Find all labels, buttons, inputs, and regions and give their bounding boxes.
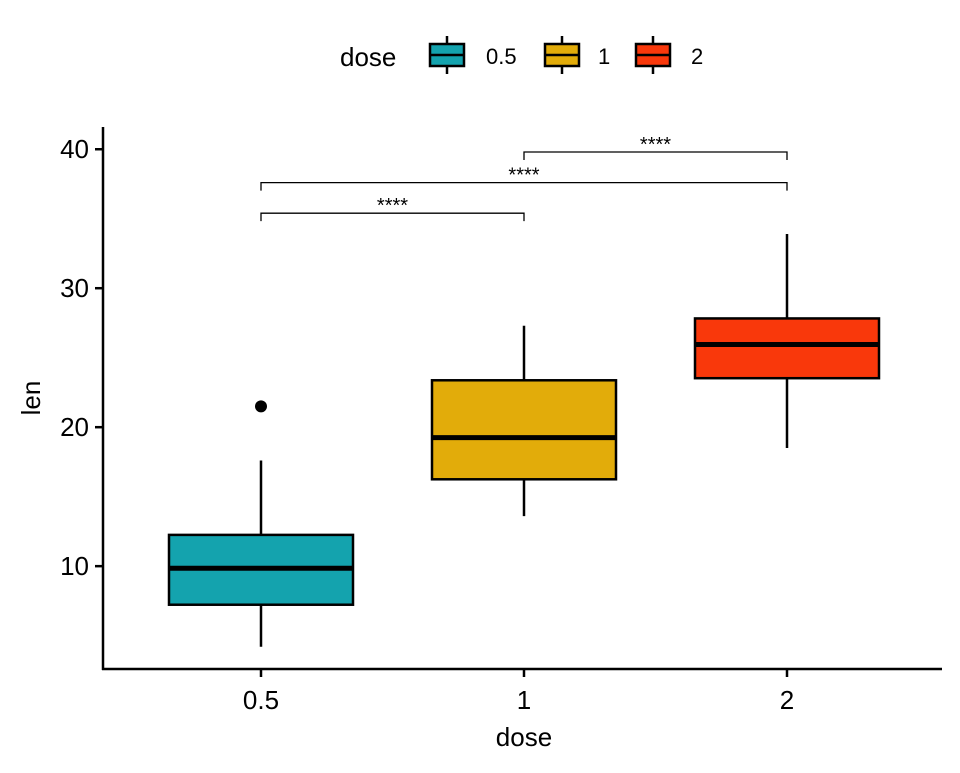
legend: dose 0.5 1 2 — [340, 36, 703, 74]
bracket-line — [523, 151, 788, 161]
y-tick-label: 40 — [60, 134, 89, 164]
y-tick-label: 20 — [60, 412, 89, 442]
y-tick-label: 10 — [60, 551, 89, 581]
significance-label: **** — [508, 165, 539, 187]
legend-label: 0.5 — [486, 44, 517, 69]
significance-label: **** — [640, 134, 671, 156]
significance-label: **** — [377, 195, 408, 217]
legend-item-0.5: 0.5 — [428, 36, 517, 74]
y-axis-label: len — [16, 381, 46, 416]
x-tick-label: 0.5 — [243, 685, 279, 715]
x-axis-label: dose — [496, 722, 552, 752]
legend-item-2: 2 — [634, 36, 703, 74]
y-tick-label: 30 — [60, 273, 89, 303]
significance-bracket: **** — [523, 134, 788, 161]
legend-label: 2 — [691, 44, 703, 69]
legend-title: dose — [340, 42, 396, 72]
significance-bracket: **** — [260, 165, 788, 191]
significance-bracket: **** — [260, 195, 525, 222]
legend-item-1: 1 — [543, 36, 610, 74]
bracket-line — [260, 212, 525, 222]
x-tick-label: 2 — [780, 685, 794, 715]
outlier-point — [255, 400, 267, 413]
box-0.5 — [167, 400, 355, 647]
box-body — [693, 317, 881, 380]
x-tick-label: 1 — [517, 685, 531, 715]
legend-label: 1 — [598, 44, 610, 69]
box-2 — [693, 234, 881, 449]
box-1 — [430, 325, 618, 517]
plot-area: 10 20 30 40 0.5 1 2 **** **** **** — [60, 127, 942, 715]
bracket-line — [260, 181, 788, 191]
box-body — [430, 379, 618, 481]
